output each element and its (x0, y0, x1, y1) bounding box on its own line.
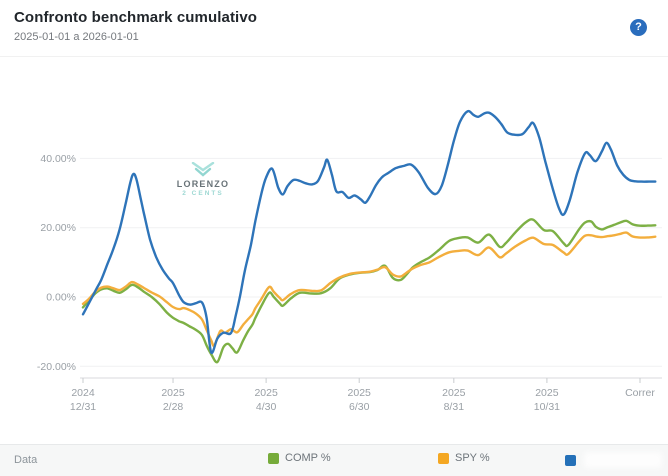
spy-swatch-icon (438, 452, 449, 464)
x-axis-label-year: 2025 (254, 387, 278, 399)
y-axis-label: 20.00% (40, 222, 76, 234)
chart-area: 40.00% 20.00% 0.00% -20.00% 2024 12/31 2025 2/2… (0, 57, 668, 444)
x-axis-label-date: 12/31 (70, 401, 96, 413)
legend-item-spy[interactable]: SPY % (438, 452, 490, 464)
x-axis-label-year: 2025 (442, 387, 466, 399)
legend-label: COMP % (285, 452, 331, 464)
help-icon[interactable]: ? (630, 19, 647, 36)
x-axis-label-year: 2025 (348, 387, 372, 399)
legend-item-comp[interactable]: COMP % (268, 452, 331, 464)
x-axis-label-date: 10/31 (534, 401, 560, 413)
x-axis-label-date: 4/30 (256, 401, 277, 413)
hidden-series-swatch-icon (565, 454, 576, 466)
x-axis-label-year: 2025 (161, 387, 185, 399)
x-axis-label-date: 2/28 (163, 401, 184, 413)
x-axis-label-date: 8/31 (444, 401, 465, 413)
series-line-hidden (81, 109, 657, 355)
x-axis-label-year: 2024 (71, 387, 95, 399)
y-axis-label: -20.00% (37, 361, 76, 373)
x-axis-label-date: 6/30 (349, 401, 370, 413)
page-title: Confronto benchmark cumulativo (14, 9, 258, 26)
benchmark-line-chart: 40.00% 20.00% 0.00% -20.00% 2024 12/31 2025 2/2… (37, 109, 662, 413)
x-axis-label-year: Correr (625, 387, 655, 399)
series-line-spy (81, 231, 657, 348)
x-axis-label-year: 2025 (535, 387, 559, 399)
card-header: Confronto benchmark cumulativo 2025-01-0… (0, 0, 668, 57)
legend-footer: Data COMP % SPY % (0, 444, 668, 476)
y-axis-label: 40.00% (40, 153, 76, 165)
series-line-comp (81, 218, 657, 364)
legend-item-hidden-series[interactable] (565, 452, 662, 468)
legend-data-label: Data (14, 454, 38, 466)
comp-swatch-icon (268, 452, 279, 464)
date-range-subtitle: 2025-01-01 a 2026-01-01 (14, 31, 139, 43)
redacted-legend-label (584, 452, 662, 468)
legend-label: SPY % (455, 452, 490, 464)
y-axis-label: 0.00% (46, 292, 76, 304)
